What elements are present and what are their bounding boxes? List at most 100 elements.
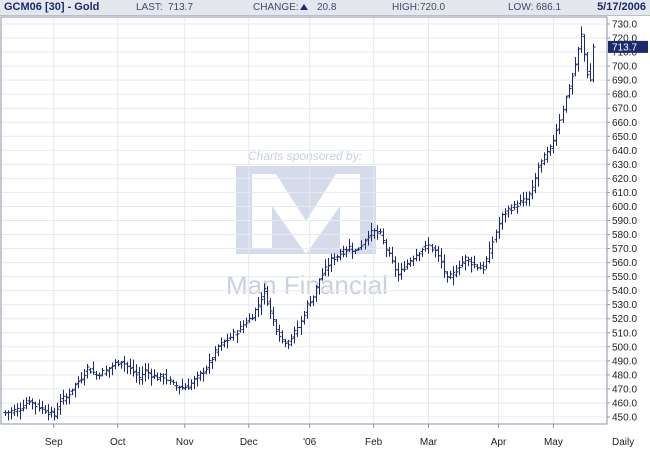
ohlc-bar — [384, 239, 389, 258]
low-label: LOW: — [508, 2, 534, 13]
x-tick-label: Dec — [240, 437, 258, 448]
ohlc-bar — [43, 405, 48, 415]
ohlc-bar — [490, 236, 495, 259]
ohlc-bar — [430, 243, 435, 253]
ohlc-bar — [426, 237, 431, 254]
ohlc-bar — [9, 407, 14, 420]
ohlc-bar — [463, 254, 468, 271]
ohlc-bar — [180, 378, 185, 390]
ohlc-bar — [40, 400, 45, 414]
ohlc-bar — [487, 241, 492, 264]
ohlc-bar — [134, 364, 139, 383]
watermark-company: Man Financial — [226, 270, 388, 300]
ohlc-bar — [539, 159, 544, 173]
ohlc-bar — [497, 216, 502, 239]
ohlc-bar — [228, 332, 233, 341]
y-tick-label: 530.0 — [612, 300, 637, 311]
ohlc-bar — [302, 310, 307, 325]
y-tick-label: 510.0 — [612, 328, 637, 339]
ohlc-bar — [204, 365, 209, 375]
ohlc-bar — [161, 373, 166, 385]
ohlc-bar — [445, 271, 450, 283]
ohlc-bar — [439, 248, 444, 269]
ohlc-bar — [536, 162, 541, 187]
ohlc-bar — [369, 223, 374, 242]
ohlc-bar — [152, 369, 157, 379]
ohlc-bar — [518, 194, 523, 206]
ohlc-bar — [274, 318, 279, 335]
y-tick-label: 670.0 — [612, 104, 637, 115]
ohlc-bar — [411, 255, 416, 267]
ohlc-bar — [76, 376, 81, 389]
ohlc-bar — [213, 346, 218, 362]
y-tick-label: 590.0 — [612, 216, 637, 227]
ohlc-bar — [146, 363, 151, 380]
ohlc-bar — [356, 247, 361, 251]
ohlc-bar — [582, 34, 587, 62]
x-tick-label: Nov — [176, 437, 194, 448]
ohlc-bar — [554, 123, 559, 146]
y-tick-label: 520.0 — [612, 314, 637, 325]
ohlc-bar — [305, 300, 310, 319]
ohlc-bar — [527, 191, 532, 207]
ohlc-bar — [545, 146, 550, 163]
y-tick-label: 650.0 — [612, 132, 637, 143]
ohlc-bar — [557, 114, 562, 135]
ohlc-bar — [353, 248, 358, 255]
ohlc-bar — [110, 362, 115, 376]
ohlc-bar — [225, 333, 230, 349]
ohlc-bar — [320, 268, 325, 281]
ohlc-bar — [378, 228, 383, 235]
ohlc-bar — [149, 368, 154, 386]
y-tick-label: 680.0 — [612, 90, 637, 101]
ohlc-bar — [55, 402, 60, 420]
ohlc-bar — [82, 369, 87, 386]
ohlc-bar — [88, 367, 93, 374]
ohlc-bar — [195, 371, 200, 387]
y-tick-label: 690.0 — [612, 76, 637, 87]
ohlc-bar — [222, 339, 227, 348]
watermark-sponsor-text: Charts sponsored by: — [248, 149, 362, 163]
ohlc-bar — [73, 382, 78, 398]
y-tick-label: 460.0 — [612, 398, 637, 409]
ohlc-bar — [405, 259, 410, 270]
ohlc-bar — [314, 284, 319, 302]
change-direction-icon — [298, 2, 311, 13]
ohlc-bar — [247, 313, 252, 323]
last-price-label: 713.7 — [612, 42, 637, 53]
x-tick-label: Oct — [110, 437, 126, 448]
ohlc-bar — [509, 204, 514, 215]
ohlc-bar — [171, 379, 176, 386]
ohlc-bar — [61, 389, 66, 405]
ohlc-bar — [235, 330, 240, 344]
ohlc-bar — [143, 363, 148, 382]
ohlc-bar — [567, 83, 572, 99]
last-label: LAST: — [136, 2, 163, 13]
ohlc-bar — [24, 397, 29, 409]
y-tick-label: 480.0 — [612, 370, 637, 381]
interval-label: Daily — [612, 437, 634, 448]
y-tick-label: 620.0 — [612, 174, 637, 185]
ohlc-bar — [15, 403, 20, 417]
ohlc-bar — [338, 249, 343, 261]
ohlc-bar — [67, 388, 72, 405]
y-tick-label: 570.0 — [612, 244, 637, 255]
ohlc-bar — [259, 292, 264, 316]
y-tick-label: 730.0 — [612, 20, 637, 31]
ohlc-bar — [591, 43, 596, 83]
ohlc-bar — [207, 353, 212, 374]
ohlc-bar — [250, 314, 255, 321]
x-tick-label: May — [544, 437, 563, 448]
ohlc-bar — [402, 261, 407, 273]
ohlc-bar — [12, 404, 17, 416]
ohlc-bar — [390, 246, 395, 264]
y-tick-label: 500.0 — [612, 342, 637, 353]
price-chart: Charts sponsored by: Man Financial 450.0… — [0, 16, 648, 448]
ohlc-bar — [420, 247, 425, 257]
sponsor-watermark: Charts sponsored by: Man Financial — [226, 149, 388, 300]
ohlc-bar — [262, 283, 267, 305]
ohlc-bar — [579, 26, 584, 53]
ohlc-bar — [399, 262, 404, 280]
ohlc-bar — [256, 296, 261, 318]
ohlc-bar — [46, 404, 51, 421]
